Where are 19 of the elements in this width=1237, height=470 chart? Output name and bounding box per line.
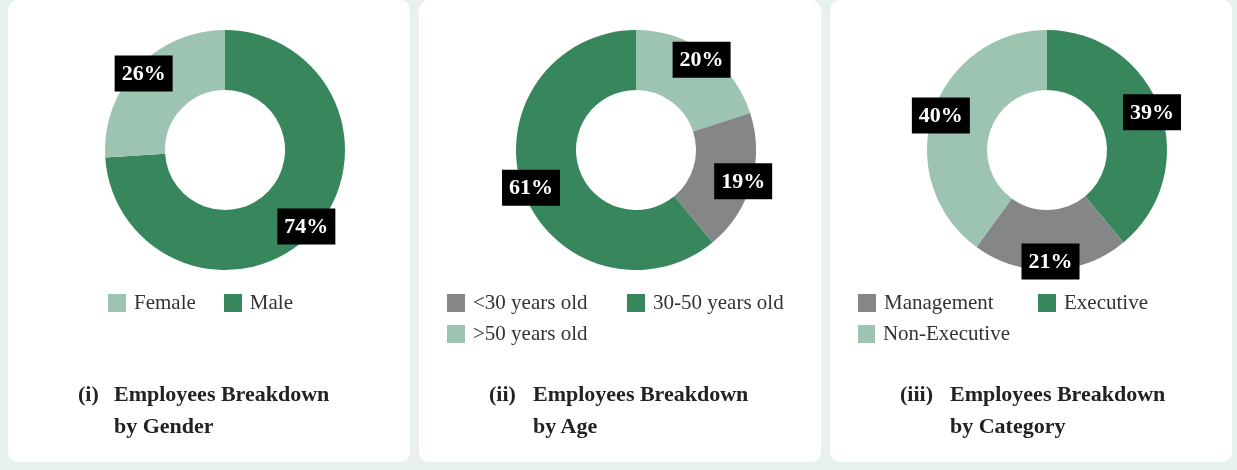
legend-label: Female xyxy=(134,290,196,315)
data-label: 40% xyxy=(918,102,963,128)
legend-label: Male xyxy=(249,290,293,315)
data-label: 19% xyxy=(721,167,766,193)
data-label: 20% xyxy=(679,46,724,72)
data-label: 26% xyxy=(121,60,166,86)
data-label: 74% xyxy=(284,213,329,239)
legend-label: 30-50 years old xyxy=(653,290,784,315)
data-label: 61% xyxy=(509,174,553,200)
text: (iii) Employees Breakdown by Category xyxy=(900,380,1167,440)
legend-label: Non-Executive xyxy=(882,321,1010,346)
data-label: 21% xyxy=(1028,248,1073,274)
legend-label: <30 years old xyxy=(473,290,588,315)
legend-label: Executive xyxy=(1064,290,1148,315)
data-label: 39% xyxy=(1130,98,1174,124)
legend-label: Management xyxy=(884,290,994,315)
text: (ii) Employees Breakdown by Age xyxy=(489,380,750,440)
legend-label: >50 years old xyxy=(473,321,588,346)
text: (i) Employees Breakdown by Gender xyxy=(78,380,331,440)
